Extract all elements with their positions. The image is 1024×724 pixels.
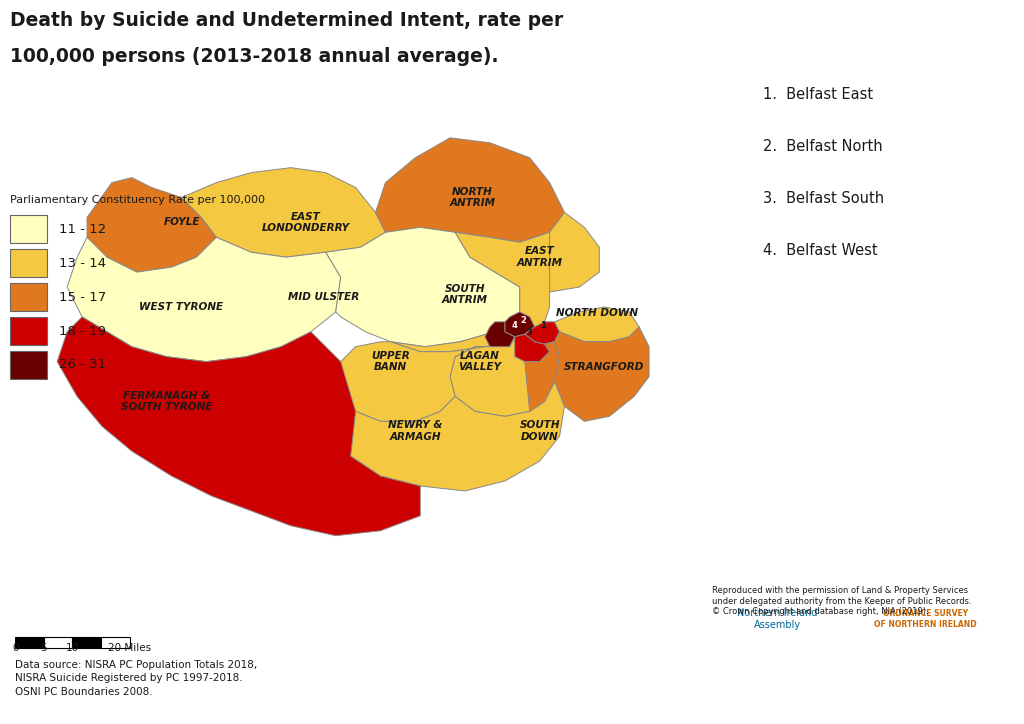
Text: 26 - 31: 26 - 31 — [59, 358, 106, 371]
Polygon shape — [390, 232, 550, 352]
Text: 13 - 14: 13 - 14 — [59, 257, 106, 270]
Text: 3.  Belfast South: 3. Belfast South — [763, 191, 884, 206]
Bar — [73, 638, 101, 647]
Text: SOUTH
DOWN: SOUTH DOWN — [519, 421, 560, 442]
Text: Northern Ireland
Assembly: Northern Ireland Assembly — [737, 608, 817, 630]
Bar — [44, 638, 73, 647]
Polygon shape — [181, 168, 385, 257]
FancyBboxPatch shape — [10, 249, 47, 277]
Text: SOUTH
ANTRIM: SOUTH ANTRIM — [442, 284, 488, 306]
Text: FERMANAGH &
SOUTH TYRONE: FERMANAGH & SOUTH TYRONE — [121, 391, 212, 412]
Text: 100,000 persons (2013-2018 annual average).: 100,000 persons (2013-2018 annual averag… — [10, 47, 499, 66]
Polygon shape — [68, 237, 341, 362]
Text: 20 Miles: 20 Miles — [109, 644, 152, 654]
Text: 5: 5 — [41, 644, 47, 654]
Text: STRANGFORD: STRANGFORD — [564, 361, 644, 371]
Polygon shape — [555, 307, 639, 342]
Text: 4: 4 — [512, 321, 518, 330]
Text: 18 - 19: 18 - 19 — [59, 324, 106, 337]
Text: ORDNANCE SURVEY
OF NORTHERN IRELAND: ORDNANCE SURVEY OF NORTHERN IRELAND — [874, 610, 977, 628]
Text: 2.  Belfast North: 2. Belfast North — [763, 139, 883, 154]
Text: WEST TYRONE: WEST TYRONE — [139, 302, 223, 312]
Text: 11 - 12: 11 - 12 — [59, 223, 106, 236]
Text: Death by Suicide and Undetermined Intent, rate per: Death by Suicide and Undetermined Intent… — [10, 11, 563, 30]
Text: 3: 3 — [526, 328, 532, 337]
FancyBboxPatch shape — [10, 351, 47, 379]
Bar — [15, 638, 44, 647]
Polygon shape — [505, 312, 535, 337]
Text: Reproduced with the permission of Land & Property Services
under delegated autho: Reproduced with the permission of Land &… — [712, 586, 972, 616]
Polygon shape — [545, 327, 649, 421]
Text: NORTH
ANTRIM: NORTH ANTRIM — [450, 187, 496, 209]
Polygon shape — [376, 138, 564, 243]
FancyBboxPatch shape — [10, 215, 47, 243]
Text: 10: 10 — [66, 644, 79, 654]
Polygon shape — [326, 382, 564, 491]
Polygon shape — [485, 322, 515, 352]
Polygon shape — [524, 342, 559, 411]
Text: FOYLE: FOYLE — [163, 217, 200, 227]
Polygon shape — [341, 342, 485, 421]
Text: UPPER
BANN: UPPER BANN — [371, 351, 410, 372]
Text: MID ULSTER: MID ULSTER — [288, 292, 359, 302]
Text: Parliamentary Constituency Rate per 100,000: Parliamentary Constituency Rate per 100,… — [10, 195, 265, 206]
Polygon shape — [451, 337, 555, 416]
Text: 4.  Belfast West: 4. Belfast West — [763, 243, 878, 258]
Text: 2: 2 — [520, 316, 526, 325]
Text: NORTH DOWN: NORTH DOWN — [556, 308, 638, 318]
Bar — [101, 638, 130, 647]
Polygon shape — [524, 322, 559, 344]
FancyBboxPatch shape — [10, 317, 47, 345]
Text: Data source: NISRA PC Population Totals 2018,
NISRA Suicide Registered by PC 199: Data source: NISRA PC Population Totals … — [15, 660, 258, 696]
Polygon shape — [455, 212, 599, 292]
Text: LAGAN
VALLEY: LAGAN VALLEY — [459, 351, 502, 372]
Text: 1: 1 — [541, 321, 547, 330]
FancyBboxPatch shape — [10, 283, 47, 311]
Polygon shape — [326, 227, 520, 347]
Polygon shape — [510, 334, 550, 362]
Text: 15 - 17: 15 - 17 — [59, 290, 106, 303]
Text: 0: 0 — [12, 644, 18, 654]
Text: 1.  Belfast East: 1. Belfast East — [763, 87, 873, 102]
Polygon shape — [57, 317, 420, 536]
Text: EAST
LONDONDERRY: EAST LONDONDERRY — [262, 211, 350, 233]
Text: NEWRY &
ARMAGH: NEWRY & ARMAGH — [388, 421, 442, 442]
Polygon shape — [87, 177, 216, 272]
Text: EAST
ANTRIM: EAST ANTRIM — [517, 246, 562, 268]
